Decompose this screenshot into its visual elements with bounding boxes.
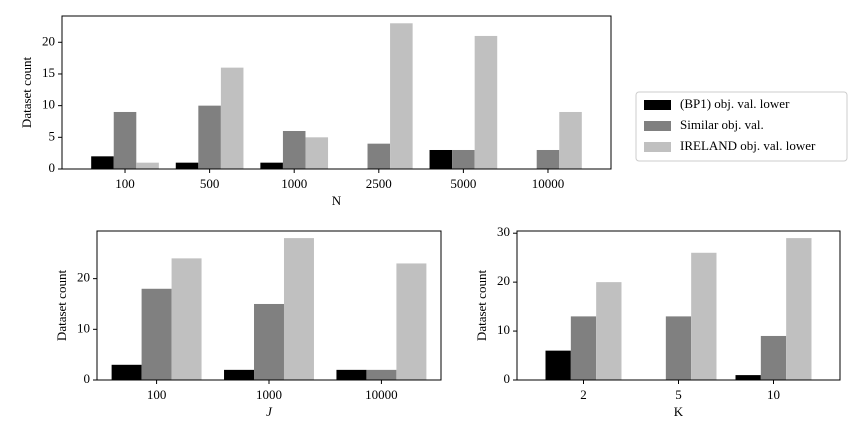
x-tick-label: 2 (580, 387, 587, 402)
y-axis-label: Dataset count (19, 57, 34, 129)
bar (198, 105, 221, 169)
bar (336, 369, 367, 380)
bar (136, 162, 159, 169)
legend-frame (635, 91, 848, 162)
legend-swatch (644, 100, 671, 110)
x-tick-label: 100 (115, 176, 135, 191)
x-axis-label: N (332, 193, 342, 208)
legend-swatch (644, 121, 671, 131)
y-tick-label: 10 (77, 320, 90, 335)
x-tick-label: 500 (200, 176, 220, 191)
y-tick-label: 10 (42, 97, 55, 112)
bar (559, 111, 582, 169)
bar (536, 149, 560, 169)
x-tick-label: 2500 (366, 176, 392, 191)
bar (260, 162, 283, 169)
bar (254, 303, 284, 380)
legend-label: (BP1) obj. val. lower (680, 96, 790, 111)
bar (665, 316, 692, 380)
bar (596, 282, 622, 380)
bar (367, 143, 391, 169)
y-axis-label: Dataset count (54, 270, 69, 342)
legend-label: IRELAND obj. val. lower (680, 138, 816, 153)
x-tick-label: 10 (767, 387, 780, 402)
bar (171, 258, 202, 380)
bar (111, 364, 142, 380)
y-axis-label: Dataset count (474, 270, 489, 342)
bar (141, 288, 172, 380)
axes-frame (61, 15, 612, 170)
x-tick-label: 10000 (532, 176, 565, 191)
bar (396, 263, 427, 380)
x-tick-label: 10000 (365, 387, 398, 402)
y-tick-label: 0 (49, 160, 56, 175)
bar (452, 149, 475, 169)
bar (691, 252, 717, 380)
bar (305, 137, 329, 169)
y-tick-label: 20 (42, 33, 55, 48)
y-tick-label: 20 (497, 273, 510, 288)
bar (786, 238, 812, 380)
bar (283, 238, 314, 380)
y-tick-label: 20 (77, 270, 90, 285)
x-tick-label: 5 (675, 387, 682, 402)
y-tick-label: 0 (504, 371, 511, 386)
y-tick-label: 15 (42, 65, 55, 80)
y-tick-label: 30 (497, 224, 510, 239)
bar (91, 156, 114, 169)
bar (175, 162, 199, 169)
y-tick-label: 10 (497, 322, 510, 337)
y-tick-label: 5 (49, 128, 56, 143)
bar (429, 149, 453, 169)
bar (113, 111, 137, 169)
x-axis-label: J (266, 404, 273, 419)
x-tick-label: 1000 (256, 387, 282, 402)
bar (282, 130, 306, 169)
bar (735, 375, 761, 380)
y-tick-label: 0 (84, 371, 91, 386)
bar (760, 335, 787, 380)
legend-swatch (644, 142, 671, 152)
bar (474, 35, 498, 170)
x-axis-label: K (674, 404, 684, 419)
bar (224, 369, 255, 380)
bar (570, 316, 597, 380)
bar (366, 369, 397, 380)
x-tick-label: 5000 (450, 176, 476, 191)
bar (390, 23, 413, 169)
bar (220, 67, 244, 169)
legend-label: Similar obj. val. (680, 117, 764, 132)
x-tick-label: 1000 (281, 176, 307, 191)
x-tick-label: 100 (147, 387, 167, 402)
bar (545, 350, 571, 380)
